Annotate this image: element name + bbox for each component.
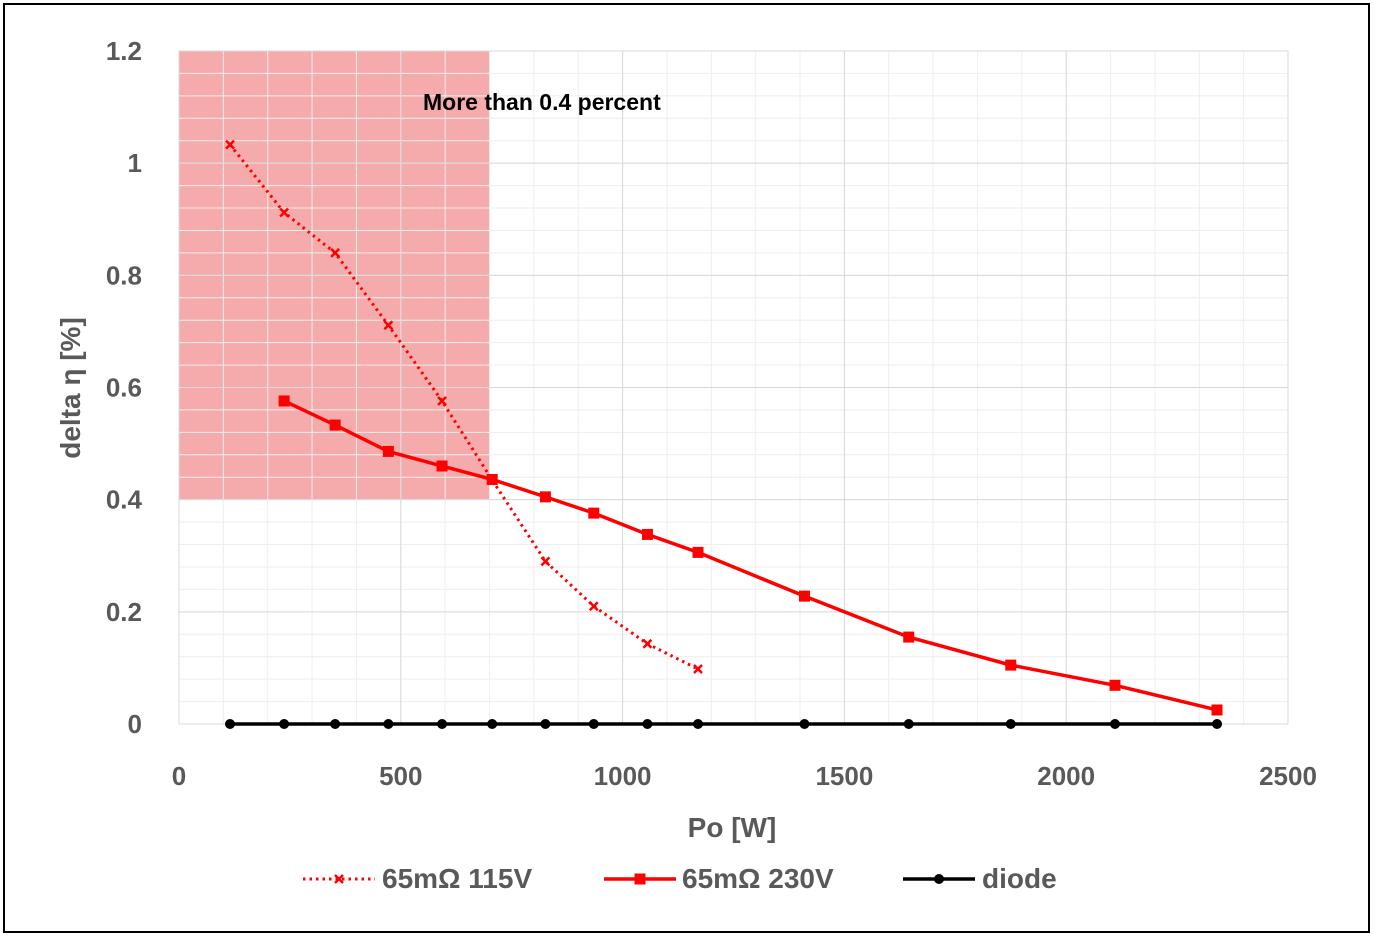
legend: 65mΩ 115V 65mΩ 230V diode	[303, 863, 1057, 894]
series-0	[225, 139, 703, 674]
series-layer	[225, 139, 1223, 729]
x-tick-label: 2000	[1037, 761, 1095, 791]
data-point	[798, 590, 810, 602]
data-point	[437, 396, 447, 406]
y-tick-label: 0.8	[106, 260, 142, 290]
y-tick-label: 0.4	[106, 485, 143, 515]
x-tick-label: 1000	[594, 761, 652, 791]
y-tick-label: 0	[128, 709, 142, 739]
series-2	[225, 719, 1223, 729]
x-tick-label: 500	[379, 761, 422, 791]
data-point	[693, 719, 704, 729]
legend-item-0: 65mΩ 115V	[303, 863, 532, 894]
data-point	[278, 395, 290, 407]
data-point	[903, 719, 914, 729]
y-tick-label: 0.6	[106, 373, 142, 403]
data-point	[1109, 679, 1121, 691]
legend-marker	[634, 873, 646, 885]
data-point	[487, 475, 498, 485]
data-point	[487, 719, 498, 729]
annotation-text: More than 0.4 percent	[423, 89, 661, 115]
data-point	[225, 719, 236, 729]
data-point	[540, 556, 551, 567]
data-point	[1211, 704, 1223, 716]
data-point	[1005, 659, 1017, 671]
legend-item-2: diode	[903, 863, 1057, 894]
data-point	[279, 207, 290, 218]
data-point	[329, 419, 341, 431]
data-point	[330, 248, 341, 258]
data-point	[279, 719, 290, 729]
data-point	[1109, 719, 1120, 729]
x-tick-label: 0	[172, 761, 186, 791]
data-point	[540, 719, 551, 729]
x-tick-label: 1500	[815, 761, 873, 791]
data-point	[383, 719, 394, 729]
series-1	[278, 395, 1223, 716]
y-axis-title: delta η [%]	[55, 317, 86, 459]
x-axis-title: Po [W]	[688, 812, 777, 843]
data-point	[642, 719, 653, 729]
x-tick-label: 2500	[1259, 761, 1317, 791]
data-point	[903, 631, 915, 643]
legend-label: diode	[982, 863, 1057, 894]
legend-marker	[934, 874, 944, 884]
y-tick-label: 0.2	[106, 597, 142, 627]
tick-layer: 0 500 1000 1500 2000 2500 0 0.2 0.4 0.6 0.8 1 1.2	[106, 36, 1317, 791]
grid-layer	[178, 50, 1289, 725]
data-point	[692, 546, 704, 558]
data-point	[588, 719, 599, 729]
data-point	[588, 601, 599, 612]
series-line	[228, 143, 699, 671]
y-tick-label: 1.2	[106, 36, 142, 66]
legend-item-1: 65mΩ 230V	[604, 863, 834, 894]
data-point	[588, 507, 600, 519]
data-point	[799, 719, 810, 729]
legend-label: 65mΩ 115V	[382, 863, 532, 894]
data-point	[437, 719, 448, 729]
data-point	[383, 320, 394, 331]
y-tick-label: 1	[128, 148, 142, 178]
data-point	[1005, 719, 1016, 729]
data-point	[330, 719, 341, 729]
legend-label: 65mΩ 230V	[682, 863, 834, 894]
data-point	[641, 528, 653, 540]
data-point	[382, 445, 394, 457]
data-point	[436, 460, 448, 472]
data-point	[225, 139, 235, 150]
data-point	[1212, 719, 1223, 729]
data-point	[642, 638, 653, 649]
data-point	[693, 664, 703, 674]
legend-marker	[334, 874, 344, 884]
data-point	[539, 491, 551, 503]
series-line	[283, 399, 1218, 712]
